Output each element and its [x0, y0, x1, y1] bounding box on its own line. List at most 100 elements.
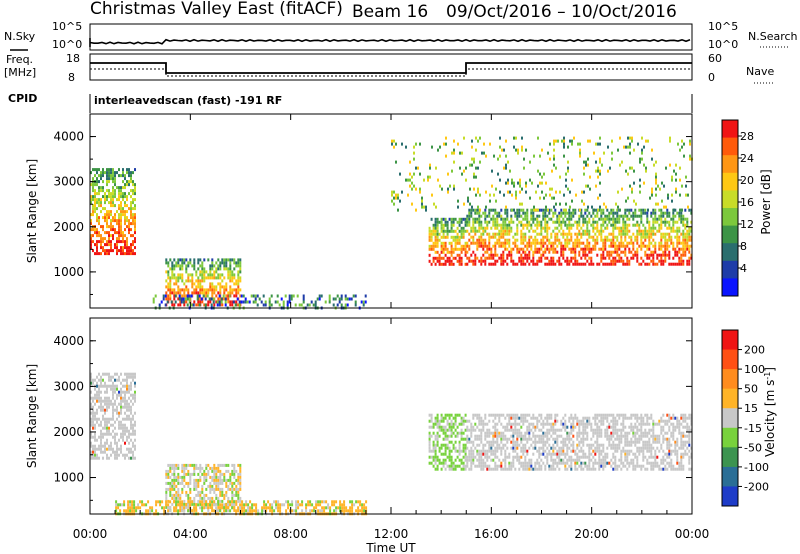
- power-cell: [678, 238, 681, 242]
- velocity-cell: [213, 481, 216, 485]
- power-cell: [100, 177, 102, 181]
- power-cell: [587, 163, 589, 167]
- power-cell: [126, 183, 128, 187]
- power-cell: [572, 223, 575, 227]
- power-cell: [209, 273, 212, 277]
- power-cell: [213, 291, 216, 295]
- velocity-cell: [124, 432, 126, 436]
- velocity-cell: [580, 431, 583, 435]
- power-cell: [516, 250, 519, 254]
- velocity-cell: [321, 509, 324, 513]
- power-cell: [546, 232, 549, 236]
- power-cell: [100, 246, 102, 250]
- velocity-cell: [562, 461, 565, 465]
- velocity-cell: [211, 506, 214, 510]
- power-cell: [553, 163, 555, 167]
- velocity-cell: [203, 499, 206, 503]
- velocity-cell: [223, 463, 226, 467]
- power-cell: [98, 174, 100, 178]
- power-cell: [612, 259, 615, 263]
- velocity-cell: [118, 426, 120, 430]
- power-cell: [106, 171, 108, 175]
- power-cell: [505, 166, 507, 170]
- velocity-cell: [221, 503, 224, 507]
- power-cell: [100, 225, 102, 229]
- power-cell: [550, 259, 553, 263]
- velocity-cell: [444, 425, 447, 429]
- power-cell: [134, 189, 136, 193]
- power-cell: [458, 259, 461, 263]
- velocity-cell: [496, 449, 499, 453]
- power-cell: [191, 276, 194, 280]
- velocity-cell: [500, 449, 503, 453]
- power-cell: [447, 190, 449, 194]
- nave-label: Nave: [746, 65, 774, 78]
- power-cell: [122, 168, 124, 172]
- velocity-cell: [126, 372, 128, 376]
- power-cell: [102, 225, 104, 229]
- power-cell: [217, 291, 220, 295]
- power-cell: [92, 204, 94, 208]
- power-cell: [104, 219, 106, 223]
- velocity-cell: [229, 503, 232, 507]
- velocity-cell: [516, 416, 519, 420]
- power-cell: [506, 208, 509, 212]
- power-cell: [128, 246, 130, 250]
- power-cell: [492, 235, 495, 239]
- power-cell: [231, 270, 234, 274]
- power-cell: [586, 241, 589, 245]
- power-cell: [584, 208, 587, 212]
- power-cell: [432, 244, 435, 248]
- power-cell: [472, 208, 475, 212]
- power-cell: [619, 163, 621, 167]
- velocity-cell: [560, 446, 563, 450]
- power-cell: [570, 226, 573, 230]
- velocity-cell: [566, 434, 569, 438]
- power-cell: [523, 166, 525, 170]
- velocity-cell: [454, 449, 457, 453]
- power-cell: [430, 232, 433, 236]
- velocity-cell: [546, 413, 549, 417]
- power-cell: [220, 300, 223, 304]
- velocity-cell: [100, 447, 102, 451]
- power-cell: [614, 226, 617, 230]
- velocity-cell: [92, 411, 94, 415]
- power-cell: [132, 189, 134, 193]
- power-cell: [540, 229, 543, 233]
- power-cell: [199, 288, 202, 292]
- power-cell: [470, 253, 473, 257]
- power-cell: [520, 247, 523, 251]
- velocity-cell: [432, 458, 435, 462]
- power-cell: [583, 190, 585, 194]
- power-cell: [608, 253, 611, 257]
- velocity-cell: [428, 455, 431, 459]
- power-cell: [102, 186, 104, 190]
- power-cell: [673, 208, 675, 212]
- power-cell: [686, 235, 689, 239]
- power-cell: [217, 267, 220, 271]
- velocity-cell: [92, 456, 94, 460]
- velocity-cell: [92, 405, 94, 409]
- power-cell: [540, 253, 543, 257]
- power-cell: [526, 247, 529, 251]
- velocity-cell: [233, 503, 236, 507]
- velocity-cell: [199, 469, 202, 473]
- power-cell: [484, 238, 487, 242]
- power-cell: [619, 136, 621, 140]
- power-cell: [687, 193, 689, 197]
- power-cell: [496, 217, 499, 221]
- velocity-cell: [189, 463, 192, 467]
- power-cell: [668, 223, 671, 227]
- velocity-cell: [207, 472, 210, 476]
- power-cell: [201, 261, 204, 265]
- power-cell: [630, 250, 633, 254]
- velocity-cell: [106, 453, 108, 457]
- power-cell: [489, 199, 491, 203]
- power-cell: [494, 250, 497, 254]
- power-cell: [124, 177, 126, 181]
- power-cell: [626, 259, 629, 263]
- power-cell: [580, 211, 583, 215]
- power-cell: [558, 262, 561, 266]
- velocity-cell: [460, 437, 463, 441]
- power-cell: [486, 226, 489, 230]
